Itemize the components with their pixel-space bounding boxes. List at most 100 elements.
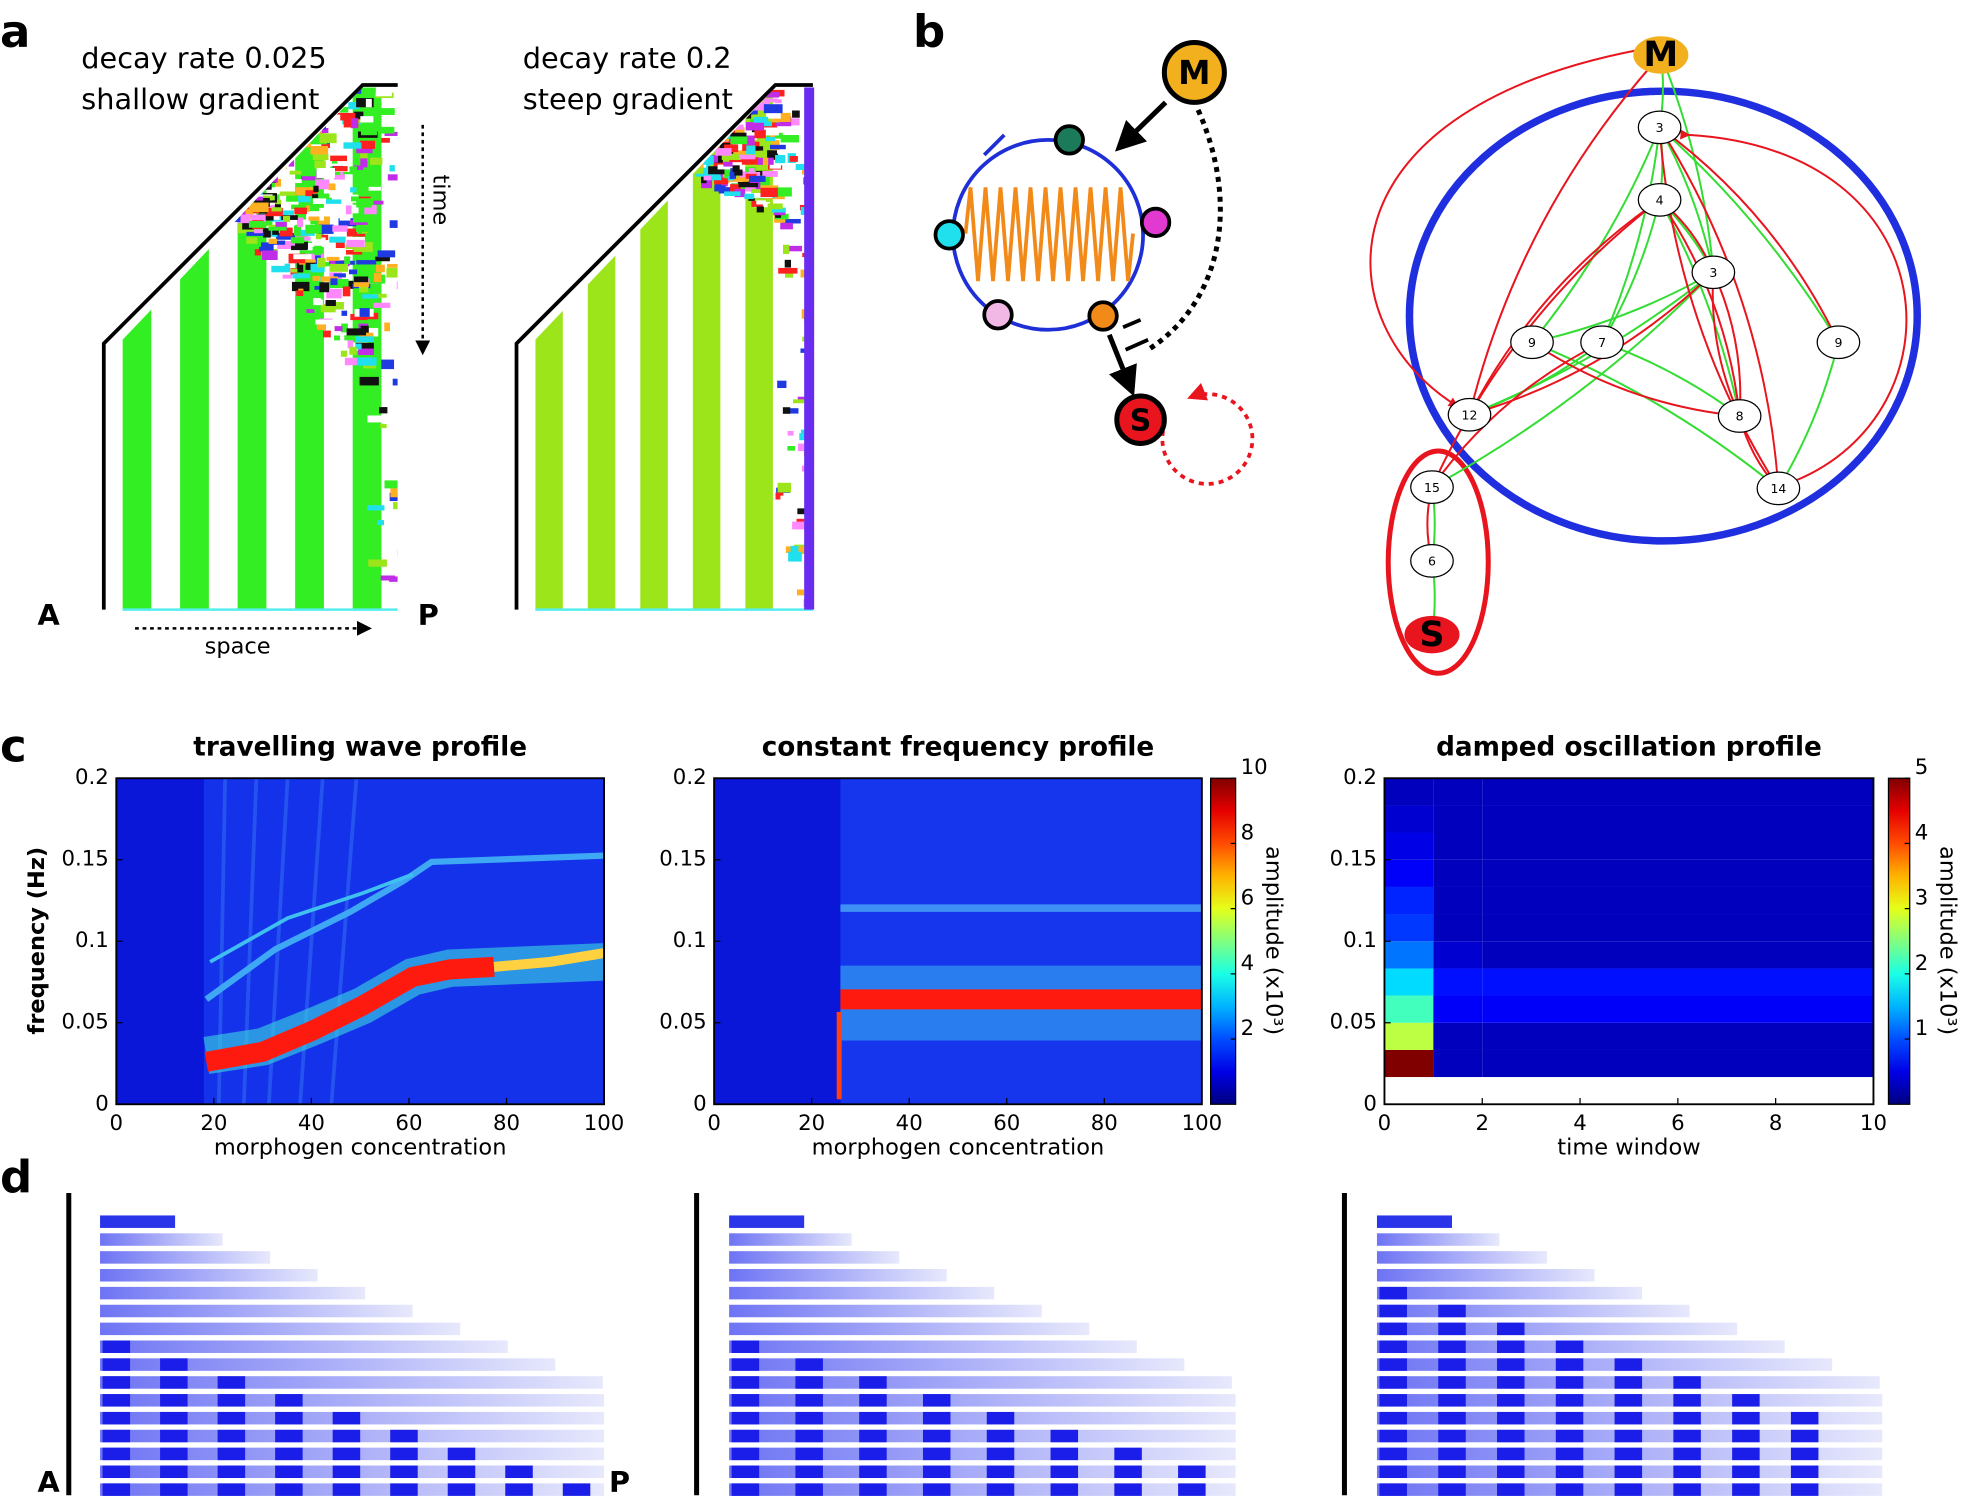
stripe-block	[1379, 1465, 1407, 1479]
pattern-cell	[312, 198, 327, 204]
edge	[1680, 129, 1908, 482]
pattern-cell	[373, 302, 391, 308]
pattern-cell	[163, 119, 171, 128]
stripe-block	[731, 1483, 760, 1496]
pattern-cell	[174, 123, 180, 130]
pattern-cell	[732, 165, 740, 173]
pattern-cell	[344, 335, 354, 341]
pattern-cell	[336, 88, 356, 92]
pattern-cell	[220, 128, 229, 137]
pattern-cell	[603, 121, 609, 128]
pattern-cell	[387, 263, 398, 268]
pattern-cell	[238, 161, 246, 168]
pattern-cell	[242, 117, 258, 125]
pattern-cell	[265, 124, 281, 133]
stripe-block	[217, 1483, 246, 1496]
pattern-cell	[779, 690, 786, 699]
edge	[1658, 198, 1741, 417]
row-bar	[100, 1322, 461, 1336]
pattern-cell	[329, 236, 346, 243]
x-tick-label: 0	[110, 1111, 124, 1136]
pattern-cell	[670, 129, 677, 135]
pattern-cell	[234, 155, 247, 164]
pattern-cell	[738, 99, 754, 104]
stripe-block	[859, 1411, 887, 1425]
stripe-block	[1114, 1483, 1142, 1496]
pattern-cell	[305, 190, 318, 197]
pattern-cell	[774, 213, 789, 220]
pattern-cell	[294, 207, 307, 215]
pattern-cell	[715, 148, 732, 156]
charts: travelling wave profile morphogen concent…	[24, 733, 1961, 1161]
x-tick-label: 100	[1182, 1111, 1223, 1136]
pattern-cell	[225, 157, 243, 164]
pattern-cell	[171, 124, 183, 130]
pattern-cell	[777, 380, 787, 389]
pattern-cell	[210, 118, 216, 128]
pattern-cell	[230, 197, 239, 205]
pattern-cell	[246, 237, 258, 244]
pattern-cell	[617, 130, 630, 138]
x-axis-label: time window	[1557, 1134, 1700, 1160]
y-tick-label: 0.2	[75, 765, 109, 790]
row-bar	[729, 1429, 1236, 1443]
pattern-cell	[205, 140, 222, 146]
pattern-cell	[750, 105, 768, 110]
pattern-cell	[215, 129, 235, 139]
stripe-block	[332, 1411, 361, 1425]
pattern-cell	[656, 124, 676, 134]
pattern-cell	[640, 138, 653, 145]
pattern-cell	[701, 132, 717, 140]
stripe-block	[1497, 1465, 1525, 1479]
pattern-cell	[679, 119, 687, 129]
strip	[804, 87, 815, 610]
pattern-cell	[689, 143, 709, 154]
stripe-block	[217, 1411, 246, 1425]
stripe-block	[1379, 1394, 1407, 1407]
pattern-cell	[334, 96, 341, 102]
pattern-cell	[364, 205, 377, 215]
pattern-cell	[306, 211, 325, 221]
pattern-cell	[335, 238, 345, 249]
pattern-cell	[184, 138, 203, 144]
pattern-cell	[191, 137, 202, 144]
pattern-cell	[643, 134, 656, 139]
edge	[1530, 127, 1661, 344]
stripe-block	[795, 1358, 823, 1371]
pattern-cell	[633, 140, 654, 149]
pattern-cell	[617, 115, 631, 126]
pattern-cell	[260, 128, 276, 138]
stripe-block	[1732, 1483, 1760, 1496]
pattern-cell	[676, 145, 696, 156]
pattern-cell	[355, 342, 374, 349]
pattern-cell	[231, 180, 243, 186]
pattern-cell	[209, 118, 216, 125]
colorbar-tick-label: 6	[1241, 886, 1255, 911]
pattern-cell	[346, 228, 366, 237]
pattern-cell	[603, 115, 622, 122]
pattern-cell	[672, 137, 688, 147]
stripe-block	[160, 1394, 188, 1407]
pattern-cell	[217, 181, 229, 191]
pattern-cell	[165, 135, 184, 142]
pattern-cell	[632, 129, 649, 139]
stripe-block	[1673, 1483, 1701, 1496]
pattern-cell	[392, 378, 398, 386]
pattern-cell	[345, 205, 352, 215]
node-label: M	[1643, 35, 1678, 75]
pattern-cell	[308, 231, 316, 242]
pattern-cell	[312, 275, 321, 281]
pattern-cell	[697, 131, 704, 142]
pattern-cell	[203, 183, 210, 192]
pattern-cell	[368, 559, 387, 567]
pattern-cell	[372, 293, 387, 298]
pattern-cell	[315, 319, 334, 325]
pattern-cell	[271, 207, 282, 212]
network: M 3 4 3 9 7 9 12 8 15 14 6 S	[1369, 35, 1908, 655]
pattern-cell	[323, 330, 331, 338]
row-bar	[729, 1322, 1090, 1336]
pattern-cell	[732, 88, 746, 94]
pattern-cell	[283, 135, 294, 143]
row-bar	[1376, 1322, 1738, 1336]
pattern-cell	[607, 123, 614, 131]
